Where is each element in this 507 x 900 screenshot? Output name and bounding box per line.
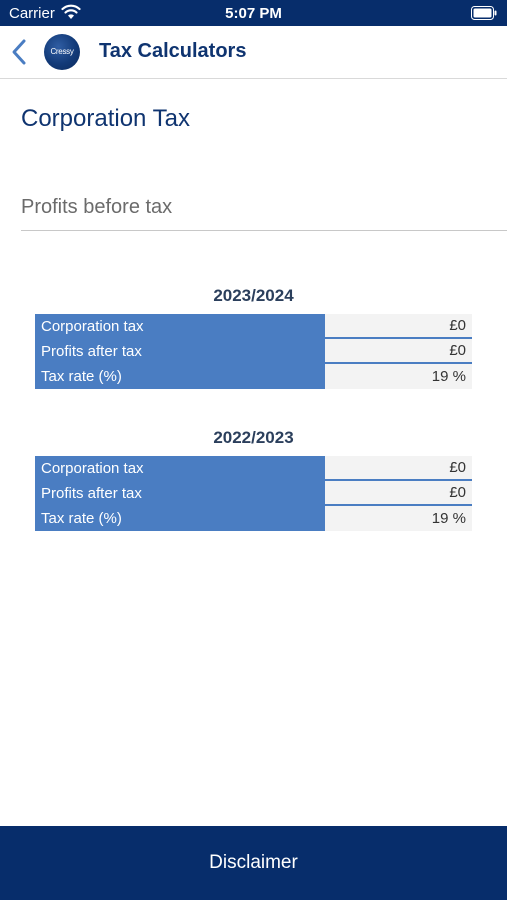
year-title: 2023/2024 [213,286,294,305]
carrier-label: Carrier [9,5,55,22]
year-section-2022-2023: 2022/2023 Corporation tax £0 Profits aft… [35,428,472,531]
row-value: £0 [325,456,472,481]
row-label: Corporation tax [35,314,325,339]
row-label: Profits after tax [35,339,325,364]
tax-table: Corporation tax £0 Profits after tax £0 … [35,314,472,389]
nav-bar: Cressy Tax Calculators [0,26,507,79]
status-bar: Carrier 5:07 PM [0,0,507,26]
row-label: Corporation tax [35,456,325,481]
year-section-2023-2024: 2023/2024 Corporation tax £0 Profits aft… [35,286,472,389]
wifi-icon [61,4,81,19]
disclaimer-button[interactable]: Disclaimer [0,826,507,900]
table-row: Corporation tax £0 [35,456,472,481]
row-value: £0 [325,314,472,339]
profits-before-tax-input[interactable] [21,184,507,231]
row-label: Tax rate (%) [35,506,325,531]
row-value: £0 [325,339,472,364]
table-row: Corporation tax £0 [35,314,472,339]
back-chevron-icon[interactable] [8,38,30,66]
row-label: Profits after tax [35,481,325,506]
row-label: Tax rate (%) [35,364,325,389]
year-title: 2022/2023 [213,428,294,447]
nav-title: Tax Calculators [99,40,247,62]
table-row: Tax rate (%) 19 % [35,506,472,531]
row-value: £0 [325,481,472,506]
table-row: Tax rate (%) 19 % [35,364,472,389]
table-row: Profits after tax £0 [35,481,472,506]
row-value: 19 % [325,364,472,389]
status-time: 5:07 PM [225,5,282,22]
app-logo: Cressy [44,34,80,70]
row-value: 19 % [325,506,472,531]
table-row: Profits after tax £0 [35,339,472,364]
battery-icon [471,6,497,20]
page-title: Corporation Tax [21,105,190,132]
tax-table: Corporation tax £0 Profits after tax £0 … [35,456,472,531]
